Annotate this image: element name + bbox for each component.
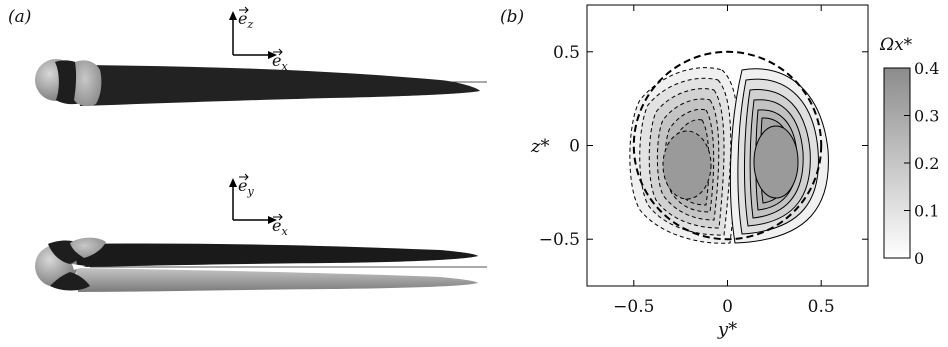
colorbar-tick-label: 0.1 <box>914 202 939 221</box>
body-circle <box>632 50 823 241</box>
colorbar-title: Ωx* <box>879 35 913 55</box>
negative-vortex <box>629 67 739 244</box>
x-tick-label: 0 <box>722 297 733 317</box>
bottom-wake-view <box>35 237 487 292</box>
vector-arrow-icon <box>273 213 283 221</box>
x-axis <box>633 5 822 286</box>
colorbar-tick-label: 0.4 <box>914 59 939 78</box>
vector-arrow-icon <box>239 6 249 14</box>
colorbar-tick-label: 0.3 <box>914 107 939 126</box>
y-axis <box>587 51 868 240</box>
colorbar-tick-label: 0 <box>914 249 924 268</box>
y-axis-label: z* <box>530 136 549 157</box>
colorbar-tick-label: 0.2 <box>914 154 939 173</box>
x-tick-label: −0.5 <box>613 297 654 317</box>
colorbar-ticks <box>904 67 910 259</box>
panel-b-label: (b) <box>500 7 524 27</box>
top-wake-view <box>35 59 487 107</box>
vector-arrow-icon <box>239 173 249 181</box>
vector-arrow-icon <box>273 48 283 56</box>
y-tick-label: 0 <box>569 137 580 157</box>
top-axes-icon <box>229 11 277 59</box>
bottom-axes-icon <box>229 178 277 224</box>
panel-a-label: (a) <box>8 7 31 27</box>
y-tick-label: −0.5 <box>539 230 580 250</box>
x-tick-label: 0.5 <box>808 297 835 317</box>
x-axis-label: y* <box>717 319 737 340</box>
contour-plot-area <box>629 50 829 244</box>
positive-vortex <box>729 68 829 244</box>
y-tick-label: 0.5 <box>553 43 580 63</box>
